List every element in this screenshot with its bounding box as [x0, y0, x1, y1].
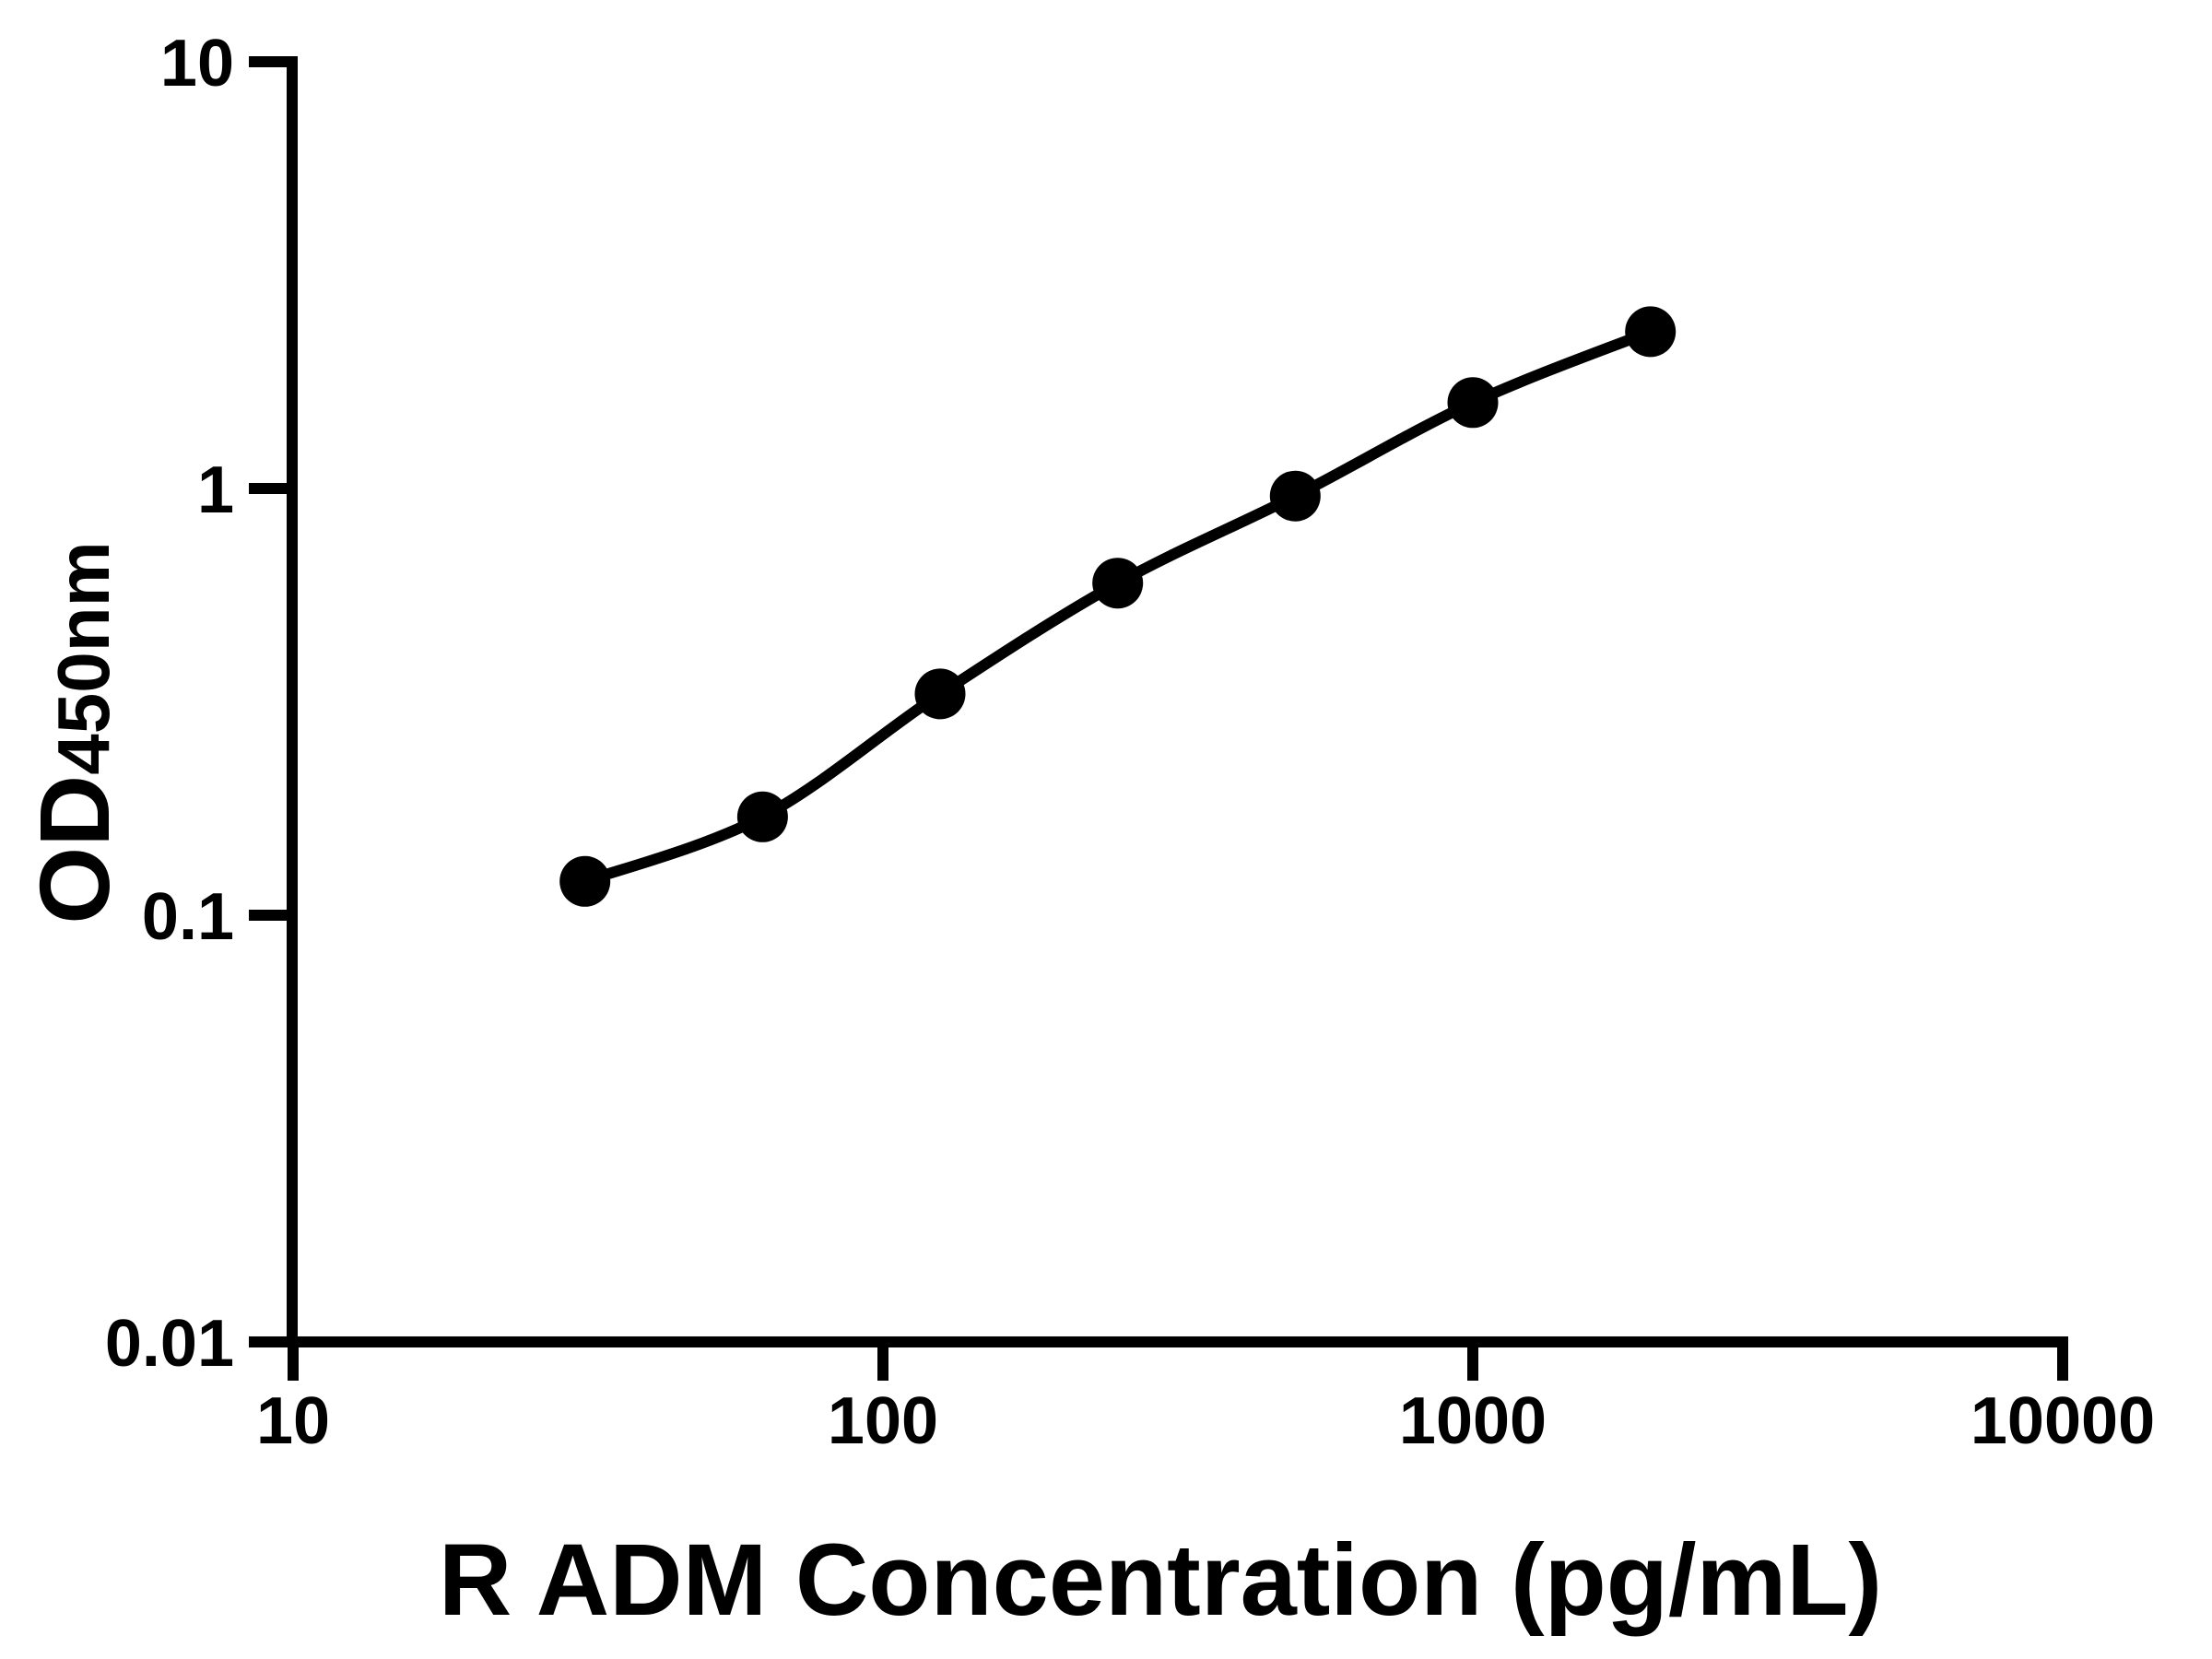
data-point: [914, 668, 966, 720]
x-tick-label: 10: [256, 1384, 330, 1458]
y-axis-title-subscript: 450nm: [42, 541, 124, 774]
y-tick-label: 0.1: [142, 880, 234, 954]
axes: [249, 56, 2068, 1381]
data-point: [1269, 470, 1321, 522]
x-tick-label: 10000: [1971, 1384, 2155, 1458]
y-tick-label: 1: [197, 453, 234, 527]
y-tick-label: 10: [160, 27, 234, 100]
data-point: [736, 791, 788, 842]
x-tick-label: 100: [828, 1384, 938, 1458]
data-points: [559, 306, 1677, 907]
tick-labels: 10 1 0.1 0.01 10 100 1000 10000: [105, 27, 2155, 1458]
data-point: [1092, 558, 1144, 609]
y-axis-title: OD450nm: [18, 541, 130, 924]
x-tick-label: 1000: [1399, 1384, 1547, 1458]
x-axis-title: R ADM Concentration (pg/mL): [439, 1524, 1882, 1637]
y-axis-title-main: OD: [18, 775, 130, 924]
data-point: [1447, 377, 1499, 429]
data-point: [559, 855, 611, 907]
y-tick-label: 0.01: [105, 1307, 234, 1381]
data-point: [1625, 306, 1677, 358]
